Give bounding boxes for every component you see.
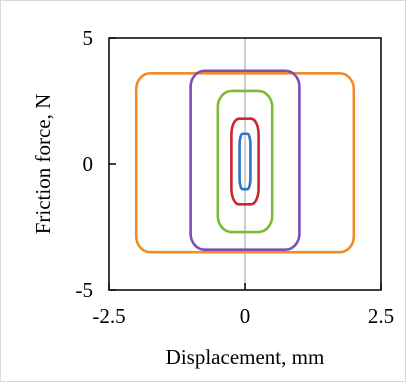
y-tick-label-2: -5 xyxy=(76,278,94,302)
x-tick-label-1: 0 xyxy=(240,304,251,328)
y-axis-label: Friction force, N xyxy=(31,94,55,235)
loop-series-4 xyxy=(230,117,260,206)
loop-series-1 xyxy=(134,71,356,254)
ticks-group xyxy=(108,37,382,291)
loop-series-2 xyxy=(189,69,301,251)
loops-group xyxy=(134,69,356,254)
tick-labels-group: -2.5 0 2.5 5 0 -5 xyxy=(76,26,395,328)
loop-series-3 xyxy=(216,89,274,234)
loop-series-5 xyxy=(238,132,252,191)
x-tick-label-0: -2.5 xyxy=(92,304,125,328)
y-tick-label-1: 0 xyxy=(83,152,94,176)
y-tick-label-0: 5 xyxy=(83,26,94,50)
x-axis-label: Displacement, mm xyxy=(166,345,325,369)
x-tick-label-2: 2.5 xyxy=(368,304,394,328)
